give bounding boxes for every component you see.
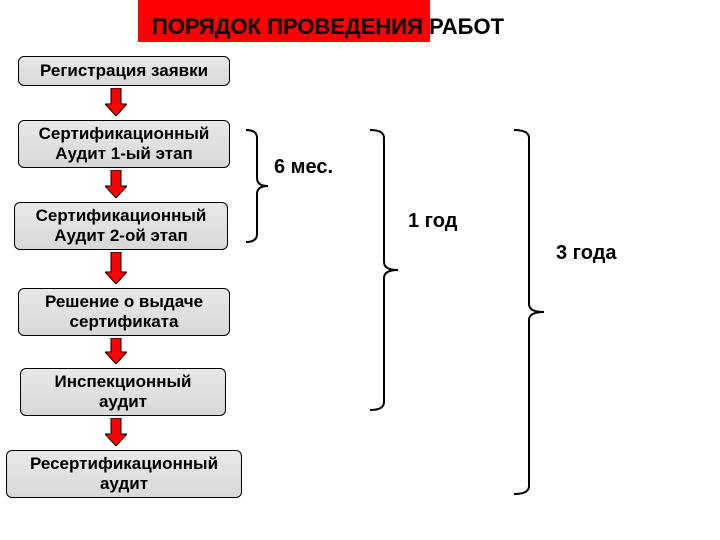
- step-line: аудит: [99, 392, 147, 412]
- step-box-2: СертификационныйАудит 2-ой этап: [14, 202, 228, 250]
- duration-label-2: 3 года: [556, 242, 617, 265]
- down-arrow-3: [105, 338, 127, 364]
- down-arrow-0: [105, 88, 127, 116]
- step-line: Аудит 1-ый этап: [55, 144, 193, 164]
- step-line: Регистрация заявки: [40, 61, 208, 81]
- step-line: Аудит 2-ой этап: [54, 226, 188, 246]
- step-line: Ресертификационный: [30, 454, 218, 474]
- step-line: сертификата: [70, 312, 179, 332]
- brace-0: [246, 128, 272, 248]
- duration-label-0: 6 мес.: [274, 156, 333, 179]
- step-line: Решение о выдаче: [45, 292, 203, 312]
- step-line: Сертификационный: [39, 124, 210, 144]
- step-box-1: СертификационныйАудит 1-ый этап: [18, 120, 230, 168]
- page-title: ПОРЯДОК ПРОВЕДЕНИЯ РАБОТ: [152, 14, 504, 40]
- step-line: Сертификационный: [36, 206, 207, 226]
- step-box-4: Инспекционныйаудит: [20, 368, 226, 416]
- down-arrow-1: [105, 170, 127, 198]
- brace-2: [514, 128, 548, 500]
- step-box-0: Регистрация заявки: [18, 56, 230, 86]
- duration-label-1: 1 год: [408, 210, 457, 233]
- step-line: аудит: [100, 474, 148, 494]
- down-arrow-4: [105, 418, 127, 446]
- step-line: Инспекционный: [55, 372, 192, 392]
- step-box-3: Решение о выдачесертификата: [18, 288, 230, 336]
- brace-1: [370, 128, 402, 416]
- down-arrow-2: [105, 252, 127, 284]
- step-box-5: Ресертификационныйаудит: [6, 450, 242, 498]
